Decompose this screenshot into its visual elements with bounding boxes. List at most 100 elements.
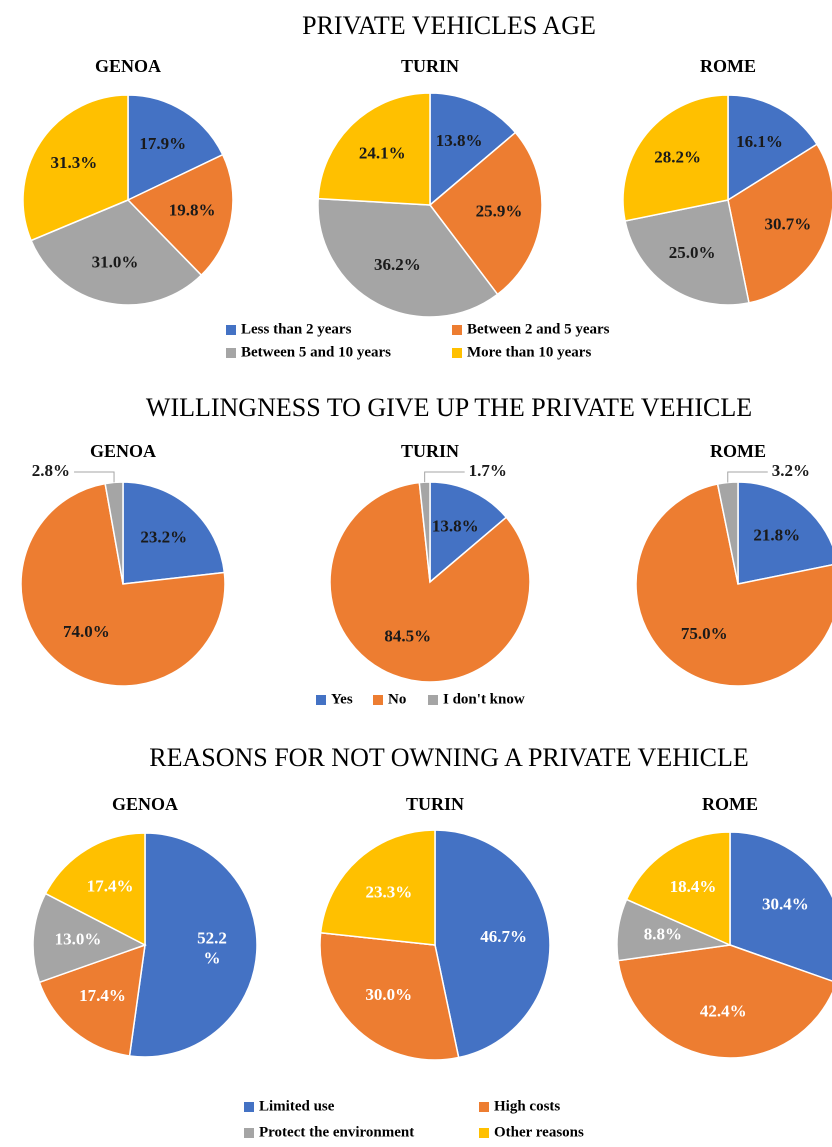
legend-label: I don't know [443, 691, 525, 707]
legend-swatch [452, 325, 462, 335]
data-label: 23.2% [140, 527, 187, 546]
data-label: 21.8% [753, 526, 800, 545]
data-label: 23.3% [366, 883, 413, 902]
pie-title: ROME [700, 56, 756, 76]
data-label: 2.8% [32, 461, 70, 480]
legend-label: Between 2 and 5 years [467, 321, 610, 337]
data-label: 31.3% [50, 153, 97, 172]
data-label: 8.8% [644, 925, 682, 944]
data-label: 13.8% [432, 516, 479, 535]
pie-slice [625, 831, 731, 947]
legend-swatch [226, 325, 236, 335]
data-label: 36.2% [374, 255, 421, 274]
data-label: 24.1% [359, 143, 406, 162]
legend-label: Limited use [259, 1098, 335, 1114]
pie-slice [635, 483, 832, 687]
pie-slice [429, 92, 517, 207]
data-label: 17.9% [139, 134, 186, 153]
data-label: 74.0% [63, 622, 110, 641]
legend-label: Between 5 and 10 years [241, 344, 391, 360]
data-label: 31.0% [92, 253, 139, 272]
data-label: 13.0% [55, 929, 102, 948]
data-label: 13.8% [436, 131, 483, 150]
legend-label: More than 10 years [467, 344, 591, 360]
data-label: 84.5% [384, 627, 431, 646]
pie-title: ROME [710, 441, 766, 461]
legend-label: High costs [494, 1098, 560, 1114]
legend-swatch [479, 1102, 489, 1112]
pie-slice [317, 197, 499, 318]
legend-swatch [244, 1128, 254, 1138]
legend-swatch [244, 1102, 254, 1112]
leader-line [727, 471, 768, 483]
data-label: 25.9% [476, 202, 523, 221]
data-label: 17.4% [79, 986, 126, 1005]
leader-line [424, 471, 465, 483]
section-title: REASONS FOR NOT OWNING A PRIVATE VEHICLE [149, 743, 749, 772]
data-label: 75.0% [681, 624, 728, 643]
legend-swatch [373, 695, 383, 705]
legend-swatch [316, 695, 326, 705]
pie-slice [122, 481, 226, 585]
pie-slice [126, 153, 234, 277]
data-label: 30.7% [764, 215, 811, 234]
pie-slice [329, 481, 531, 683]
pie-slice [428, 131, 543, 296]
data-label: 19.8% [169, 200, 216, 219]
data-label: 42.4% [700, 1001, 747, 1020]
pie-slice [317, 92, 431, 206]
data-label: 52.2% [197, 929, 227, 968]
pie-slice [30, 199, 203, 306]
data-label: 3.2% [772, 461, 810, 480]
legend-label: Protect the environment [259, 1124, 414, 1140]
pie-title: TURIN [401, 56, 459, 76]
legend-swatch [226, 348, 236, 358]
data-label: 28.2% [654, 148, 701, 167]
data-label: 30.0% [365, 985, 412, 1004]
pie-title: TURIN [401, 441, 459, 461]
pie-slice [716, 481, 739, 585]
pie-slice [319, 931, 460, 1061]
section-title: WILLINGNESS TO GIVE UP THE PRIVATE VEHIC… [146, 393, 752, 422]
pie-slice [617, 944, 832, 1059]
pie-slice [737, 481, 832, 585]
pie-title: ROME [702, 794, 758, 814]
section-title: PRIVATE VEHICLES AGE [302, 11, 596, 40]
data-label: 46.7% [480, 927, 527, 946]
pie-slice [622, 94, 729, 222]
pie-slice [128, 832, 258, 1058]
data-label: 25.0% [669, 243, 716, 262]
pie-slice [729, 831, 832, 982]
data-label: 30.4% [762, 895, 809, 914]
pie-slice [20, 482, 226, 687]
pie-slice [22, 94, 129, 242]
legend-label: Yes [331, 691, 353, 707]
legend-swatch [428, 695, 438, 705]
leader-line [74, 471, 115, 483]
data-label: 16.1% [736, 132, 783, 151]
legend-label: Other reasons [494, 1124, 584, 1140]
pie-title: GENOA [95, 56, 161, 76]
legend-label: Less than 2 years [241, 321, 352, 337]
pie-slice [429, 481, 508, 584]
pie-slice [32, 892, 147, 984]
pie-slice [727, 143, 832, 304]
pie-slice [418, 481, 431, 583]
pie-title: GENOA [90, 441, 156, 461]
legend-label: No [388, 691, 406, 707]
pie-title: TURIN [406, 794, 464, 814]
data-label: 18.4% [670, 877, 717, 896]
data-label: 1.7% [469, 461, 507, 480]
pie-slice [38, 943, 146, 1057]
pie-slice [319, 829, 436, 946]
pie-slice [624, 199, 750, 306]
pie-slice [127, 94, 224, 202]
pie-slice [727, 94, 819, 202]
data-label: 17.4% [87, 876, 134, 895]
pie-title: GENOA [112, 794, 178, 814]
legend-swatch [452, 348, 462, 358]
legend-swatch [479, 1128, 489, 1138]
pie-slice [44, 832, 146, 947]
